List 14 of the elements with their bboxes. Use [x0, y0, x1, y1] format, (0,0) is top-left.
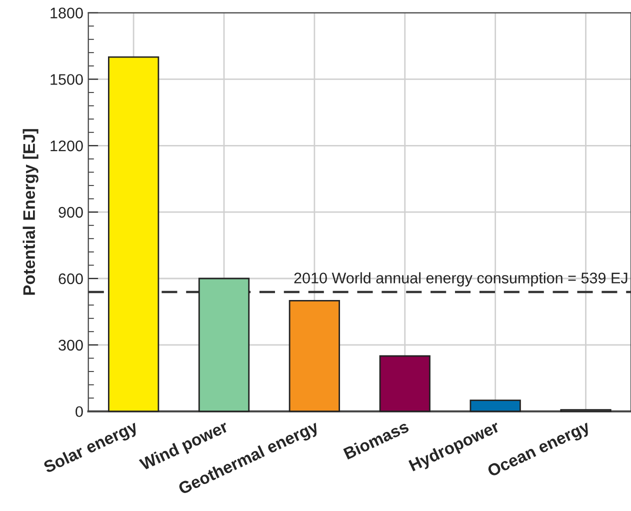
y-tick-label: 0 [76, 406, 83, 418]
y-axis-title: Potential Energy [EJ] [22, 129, 38, 295]
bar [470, 400, 521, 412]
bar [379, 355, 430, 412]
y-tick-label: 1500 [50, 74, 83, 85]
ref-line-label: 2010 World annual energy consumption = 539 EJ [294, 272, 628, 286]
y-tick-label: 600 [58, 273, 83, 284]
bar [288, 300, 340, 412]
y-tick-label: 900 [58, 206, 83, 218]
y-tick-label: 1800 [50, 8, 83, 18]
bar [198, 278, 250, 412]
y-tick-label: 1200 [50, 140, 83, 152]
bar [108, 56, 160, 412]
y-tick-label: 300 [58, 340, 83, 351]
